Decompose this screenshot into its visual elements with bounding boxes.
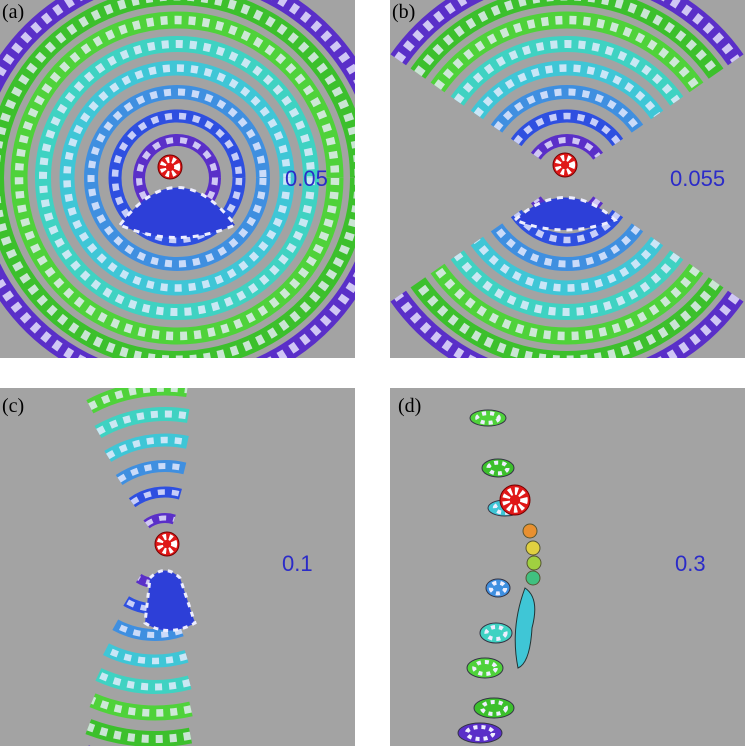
- panel-annotation: 0.1: [282, 551, 313, 576]
- panel-background: [390, 0, 745, 358]
- panel-annotation: 0.055: [670, 166, 725, 191]
- ring-checker: [96, 410, 189, 435]
- ring-checker: [14, 15, 340, 341]
- ring-checker: [39, 39, 315, 316]
- ring-checker: [453, 252, 681, 316]
- ring-checker: [104, 646, 188, 665]
- ring-checker: [88, 388, 188, 411]
- sphere-checker: [502, 487, 528, 513]
- ring-band: [86, 388, 88, 389]
- ring-checker: [136, 136, 218, 219]
- ring-checker: [144, 515, 176, 527]
- ring-band: [530, 134, 604, 160]
- bead: [525, 570, 541, 586]
- ring-checker: [96, 671, 191, 691]
- panel-label: (c): [2, 395, 24, 417]
- sphere: [154, 531, 180, 557]
- blob: [469, 409, 507, 427]
- panel-c: (c) 0.1: [0, 362, 355, 746]
- ring-checker: [473, 238, 661, 292]
- blob-checker: [472, 660, 498, 676]
- ring-checker: [434, 15, 700, 90]
- ring-band: [85, 719, 193, 746]
- ring-checker: [414, 0, 720, 77]
- blob-checker: [480, 700, 508, 716]
- ring-checker: [493, 88, 641, 131]
- funnel: [512, 196, 618, 232]
- blob: [457, 722, 503, 744]
- blob-checker: [475, 411, 501, 425]
- panel-label: (a): [2, 1, 24, 23]
- ring-checker: [106, 436, 189, 460]
- sphere: [552, 152, 578, 178]
- panel-label: (b): [392, 1, 415, 23]
- ring-checker: [513, 112, 621, 145]
- blob-checker: [484, 625, 508, 641]
- panel-b: (b) 0.055: [390, 0, 745, 358]
- ring-checker: [113, 622, 183, 638]
- sphere-checker: [554, 154, 576, 176]
- ring-checker: [414, 279, 720, 358]
- ring-checker: [0, 0, 355, 358]
- ring-checker: [513, 211, 621, 244]
- sphere-checker: [156, 533, 178, 555]
- panel-d: (d) 0.3: [390, 388, 745, 746]
- ring-checker: [87, 88, 267, 268]
- funnel: [143, 569, 197, 632]
- ring-checker: [91, 696, 192, 717]
- blob-checker: [464, 725, 496, 741]
- ring-band: [59, 60, 295, 296]
- blob-checker: [488, 580, 508, 596]
- ring-band: [0, 0, 355, 358]
- ring-checker: [83, 362, 184, 381]
- ring-checker: [473, 64, 661, 118]
- panel-a: (a) 0.05: [0, 0, 355, 358]
- ring-checker: [493, 225, 641, 268]
- tail: [514, 587, 536, 669]
- ring-checker: [394, 293, 740, 358]
- ring-checker: [453, 40, 681, 104]
- panel-background: [0, 0, 355, 358]
- funnel: [117, 186, 238, 239]
- ring-checker: [117, 463, 186, 483]
- ring-checker: [434, 266, 700, 341]
- ring-checker: [394, 0, 740, 63]
- panel-annotation: 0.3: [675, 551, 706, 576]
- bead: [526, 555, 542, 571]
- bead: [522, 523, 538, 539]
- panel-annotation: 0.05: [285, 166, 328, 191]
- sphere: [157, 154, 183, 180]
- sphere-checker: [159, 156, 181, 178]
- blob-checker: [486, 460, 510, 476]
- ring-checker: [130, 489, 182, 505]
- panel-label: (d): [398, 395, 421, 417]
- bead: [525, 540, 541, 556]
- panel-background: [390, 388, 745, 746]
